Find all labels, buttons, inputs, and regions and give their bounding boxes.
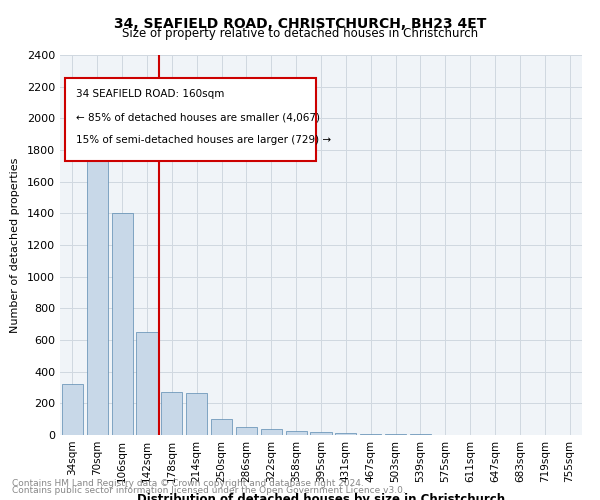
Text: 34, SEAFIELD ROAD, CHRISTCHURCH, BH23 4ET: 34, SEAFIELD ROAD, CHRISTCHURCH, BH23 4E… bbox=[114, 18, 486, 32]
Bar bbox=[385, 434, 406, 435]
X-axis label: Distribution of detached houses by size in Christchurch: Distribution of detached houses by size … bbox=[137, 493, 505, 500]
Bar bbox=[62, 384, 83, 435]
Bar bbox=[310, 432, 332, 435]
Text: 34 SEAFIELD ROAD: 160sqm: 34 SEAFIELD ROAD: 160sqm bbox=[76, 89, 224, 99]
Bar bbox=[87, 126, 108, 435]
Bar bbox=[112, 214, 133, 435]
Text: Size of property relative to detached houses in Christchurch: Size of property relative to detached ho… bbox=[122, 28, 478, 40]
Bar bbox=[236, 427, 257, 435]
Bar bbox=[261, 430, 282, 435]
Text: ← 85% of detached houses are smaller (4,067): ← 85% of detached houses are smaller (4,… bbox=[76, 112, 320, 122]
Bar bbox=[161, 392, 182, 435]
Y-axis label: Number of detached properties: Number of detached properties bbox=[10, 158, 20, 332]
Text: 15% of semi-detached houses are larger (729) →: 15% of semi-detached houses are larger (… bbox=[76, 135, 331, 145]
Bar bbox=[136, 332, 158, 435]
Bar bbox=[186, 393, 207, 435]
FancyBboxPatch shape bbox=[65, 78, 316, 162]
Bar bbox=[360, 434, 381, 435]
Text: Contains public sector information licensed under the Open Government Licence v3: Contains public sector information licen… bbox=[12, 486, 406, 495]
Bar bbox=[335, 432, 356, 435]
Bar bbox=[286, 430, 307, 435]
Bar bbox=[410, 434, 431, 435]
Bar bbox=[211, 419, 232, 435]
Text: Contains HM Land Registry data © Crown copyright and database right 2024.: Contains HM Land Registry data © Crown c… bbox=[12, 478, 364, 488]
